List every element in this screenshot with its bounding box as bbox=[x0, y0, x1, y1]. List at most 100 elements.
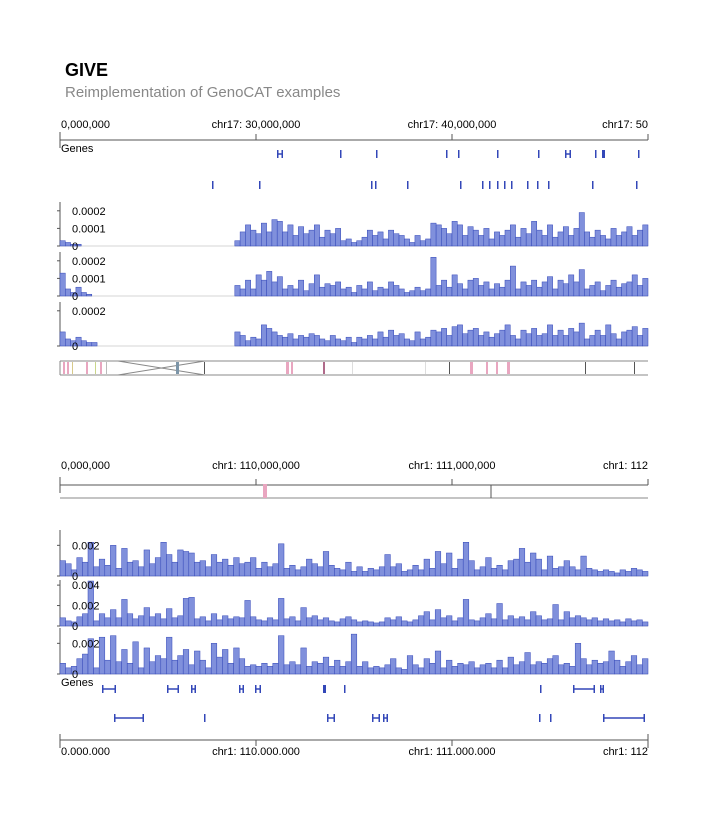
signal-bar bbox=[467, 329, 474, 347]
coordinate-ruler-bottom[interactable]: 0,000,000 chr1: 110,000,000 chr1: 111,00… bbox=[59, 734, 649, 755]
signal-bar bbox=[636, 664, 643, 675]
coordinate-ruler-top[interactable]: 0,000,000 chr1: 110,000,000 chr1: 111,00… bbox=[59, 460, 649, 493]
signal-bar bbox=[591, 617, 598, 627]
signal-bar bbox=[377, 231, 384, 247]
signal-bar bbox=[339, 666, 346, 675]
gene-feature[interactable] bbox=[458, 150, 460, 158]
signal-bar bbox=[324, 229, 331, 247]
signal-track-3[interactable]: 0.002 0 bbox=[57, 628, 649, 681]
signal-bar bbox=[451, 326, 458, 347]
gene-feature[interactable] bbox=[600, 685, 604, 693]
signal-track-1[interactable]: 0.0002 0.0001 0 bbox=[57, 202, 649, 253]
gene-feature[interactable] bbox=[212, 181, 214, 189]
gene-feature[interactable] bbox=[511, 181, 513, 189]
signal-track-2[interactable]: 0.0002 0.0001 0 bbox=[57, 252, 649, 303]
gene-feature[interactable] bbox=[497, 181, 499, 189]
gene-exon bbox=[600, 685, 602, 693]
signal-bar bbox=[524, 652, 531, 675]
gene-feature[interactable] bbox=[527, 181, 529, 189]
gene-feature[interactable] bbox=[573, 685, 595, 693]
gene-feature[interactable] bbox=[277, 150, 283, 158]
gene-feature[interactable] bbox=[497, 150, 499, 158]
gene-feature[interactable] bbox=[540, 685, 542, 693]
gene-feature[interactable] bbox=[460, 181, 462, 189]
gene-feature[interactable] bbox=[446, 150, 448, 158]
signal-bar bbox=[222, 558, 229, 577]
signal-bar bbox=[621, 231, 628, 247]
gene-feature[interactable] bbox=[375, 181, 377, 189]
gene-feature[interactable] bbox=[383, 714, 388, 722]
gene-feature[interactable] bbox=[102, 685, 116, 693]
gene-feature[interactable] bbox=[638, 150, 640, 158]
gene-feature[interactable] bbox=[376, 150, 378, 158]
gene-exon bbox=[194, 685, 196, 693]
interaction-mark bbox=[86, 362, 88, 374]
signal-bar bbox=[602, 569, 610, 577]
interaction-track[interactable] bbox=[60, 484, 648, 499]
gene-feature[interactable] bbox=[255, 685, 261, 693]
ruler-label: chr1: 112 bbox=[603, 460, 648, 472]
signal-bar bbox=[87, 580, 94, 627]
gene-feature[interactable] bbox=[191, 685, 196, 693]
gene-feature[interactable] bbox=[344, 685, 346, 693]
gene-feature[interactable] bbox=[602, 150, 605, 158]
gene-feature[interactable] bbox=[371, 181, 373, 189]
gene-feature[interactable] bbox=[537, 181, 539, 189]
signal-bar bbox=[451, 274, 458, 297]
gene-feature[interactable] bbox=[482, 181, 484, 189]
signal-bar bbox=[600, 235, 606, 247]
signal-tracks[interactable]: 0.0002 0.0001 0 0.0002 0.0001 0 0.0002 0 bbox=[57, 202, 649, 353]
signal-bar bbox=[98, 636, 106, 675]
signal-bar bbox=[615, 286, 622, 297]
gene-feature[interactable] bbox=[550, 714, 552, 722]
gene-feature[interactable] bbox=[595, 150, 597, 158]
signal-bar bbox=[86, 342, 93, 347]
signal-bar bbox=[631, 274, 638, 297]
gene-feature[interactable] bbox=[407, 181, 409, 189]
signal-track-2[interactable]: 0.004 0.002 0 bbox=[57, 580, 649, 633]
gene-feature[interactable] bbox=[239, 685, 244, 693]
panel-chr1[interactable]: 0,000,000 chr1: 110,000,000 chr1: 111,00… bbox=[0, 455, 708, 755]
gene-feature[interactable] bbox=[504, 181, 506, 189]
gene-feature[interactable] bbox=[538, 150, 540, 158]
signal-bar bbox=[390, 658, 397, 675]
signal-bar bbox=[384, 554, 391, 577]
panel-chr17[interactable]: 0,000,000 chr17: 30,000,000 chr17: 40,00… bbox=[0, 110, 708, 380]
signal-bar bbox=[479, 566, 486, 577]
coordinate-ruler[interactable]: 0,000,000 chr17: 30,000,000 chr17: 40,00… bbox=[59, 119, 649, 148]
signal-bar bbox=[531, 328, 538, 347]
signal-bar bbox=[149, 563, 156, 577]
signal-bar bbox=[311, 615, 318, 627]
gene-feature[interactable] bbox=[372, 714, 380, 722]
signal-track-1[interactable]: 0.002 0 bbox=[57, 530, 649, 583]
signal-bar bbox=[483, 281, 490, 297]
signal-bar bbox=[536, 286, 543, 297]
gene-feature[interactable] bbox=[539, 714, 541, 722]
gene-feature[interactable] bbox=[204, 714, 206, 722]
gene-exon bbox=[458, 150, 460, 158]
signal-bar bbox=[292, 288, 299, 297]
gene-feature[interactable] bbox=[603, 714, 645, 722]
gene-feature[interactable] bbox=[340, 150, 342, 158]
genes-track[interactable] bbox=[212, 150, 640, 189]
genes-track[interactable] bbox=[102, 685, 645, 722]
interaction-track[interactable] bbox=[59, 360, 648, 376]
signal-bar bbox=[149, 616, 156, 627]
gene-feature[interactable] bbox=[636, 181, 638, 189]
gene-feature[interactable] bbox=[548, 181, 550, 189]
gene-feature[interactable] bbox=[327, 714, 335, 722]
gene-feature[interactable] bbox=[259, 181, 261, 189]
gene-exon bbox=[548, 181, 550, 189]
signal-bar bbox=[233, 557, 240, 577]
gene-feature[interactable] bbox=[592, 181, 594, 189]
gene-feature[interactable] bbox=[323, 685, 326, 693]
signal-track-3[interactable]: 0.0002 0 bbox=[57, 302, 649, 353]
signal-bar bbox=[166, 608, 173, 627]
gene-feature[interactable] bbox=[489, 181, 491, 189]
gene-feature[interactable] bbox=[114, 714, 144, 722]
gene-feature[interactable] bbox=[167, 685, 179, 693]
gene-feature[interactable] bbox=[565, 150, 571, 158]
signal-bar bbox=[474, 667, 481, 675]
signal-bar bbox=[266, 231, 273, 247]
